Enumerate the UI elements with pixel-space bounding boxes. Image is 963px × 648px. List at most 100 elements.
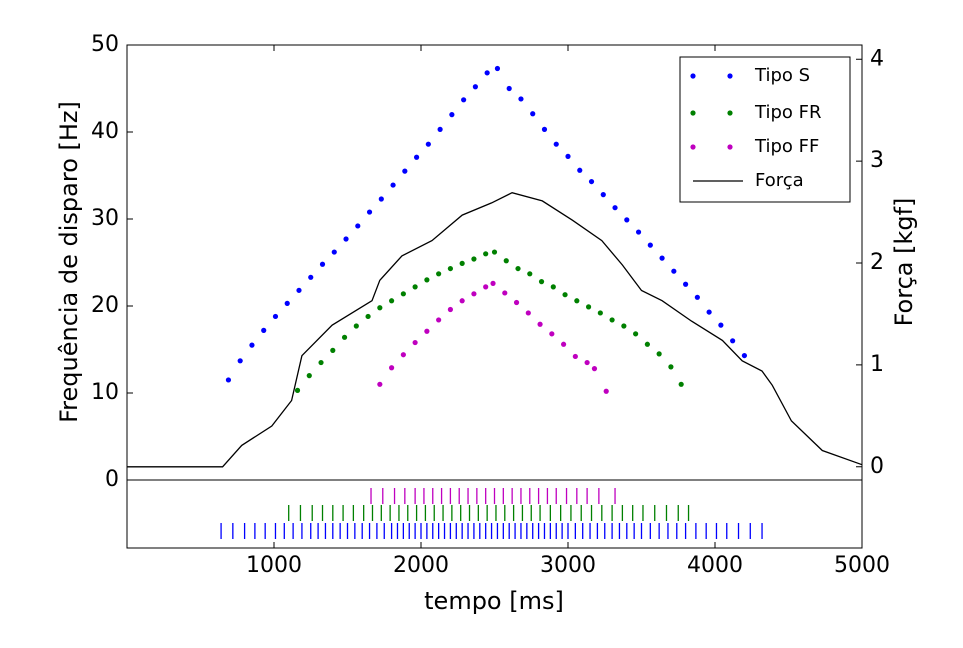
data-point <box>389 365 395 371</box>
data-point <box>378 196 384 202</box>
data-point <box>471 291 477 297</box>
data-point <box>447 306 453 313</box>
data-point <box>515 265 521 272</box>
force-line <box>127 192 863 468</box>
data-point <box>402 168 408 174</box>
data-point <box>425 141 431 147</box>
data-point <box>584 359 590 366</box>
data-point <box>506 85 512 92</box>
data-point <box>355 223 361 229</box>
data-point <box>538 279 545 285</box>
data-point <box>706 309 712 315</box>
data-point <box>603 388 609 394</box>
x-tick-label: 1000 <box>246 553 302 578</box>
y2-tick-label: 1 <box>870 352 884 377</box>
data-point <box>272 313 279 320</box>
data-point <box>436 271 442 277</box>
legend-label: Tipo FR <box>754 102 821 123</box>
data-point <box>525 310 531 316</box>
data-point <box>527 271 533 277</box>
y-axis-label: Frequência de disparo [Hz] <box>55 101 83 423</box>
data-point <box>503 258 509 264</box>
data-point <box>412 284 418 290</box>
data-point <box>437 126 443 132</box>
data-point <box>553 141 559 147</box>
x-tick-label: 3000 <box>540 553 596 578</box>
data-point <box>390 182 396 188</box>
data-point <box>656 351 662 357</box>
legend-marker <box>727 73 733 79</box>
data-point <box>621 323 627 329</box>
legend-label: Força <box>755 170 804 191</box>
x-axis-label: tempo [ms] <box>424 587 564 615</box>
data-point <box>741 352 748 359</box>
legend-label: Tipo S <box>754 65 810 86</box>
legend-marker <box>690 73 696 79</box>
data-point <box>261 327 267 333</box>
y2-axis-label: Força [kgf] <box>890 198 918 327</box>
data-point <box>377 381 383 387</box>
data-point <box>353 323 359 329</box>
y-tick-label: 10 <box>91 380 119 405</box>
y-tick-label: 30 <box>91 206 119 231</box>
data-point <box>550 284 556 290</box>
y-tick-label: 50 <box>91 32 119 57</box>
data-point <box>494 65 501 72</box>
data-point <box>549 331 555 337</box>
data-point <box>400 291 406 297</box>
data-point <box>343 236 349 242</box>
data-point <box>694 294 700 300</box>
x-tick-label: 4000 <box>687 553 743 578</box>
data-point <box>518 96 524 102</box>
x-tick-label: 2000 <box>393 553 449 578</box>
data-point <box>678 381 684 387</box>
data-point <box>572 353 578 360</box>
legend-marker <box>690 144 696 150</box>
data-point <box>319 261 326 267</box>
legend-marker <box>727 110 733 116</box>
data-point <box>412 339 418 346</box>
data-point <box>237 358 243 364</box>
raster-frame <box>126 479 863 549</box>
data-point <box>513 299 520 306</box>
data-point <box>377 305 383 311</box>
data-point <box>424 277 430 283</box>
data-point <box>296 287 302 293</box>
data-point <box>472 84 478 90</box>
data-point <box>306 373 312 379</box>
data-point <box>491 249 498 255</box>
data-point <box>424 328 430 334</box>
data-point <box>591 366 598 372</box>
data-point <box>671 268 677 274</box>
data-point <box>647 242 653 248</box>
data-point <box>284 300 290 306</box>
data-point <box>461 97 467 103</box>
data-point <box>459 298 465 304</box>
data-point <box>449 112 455 118</box>
data-point <box>633 331 639 337</box>
data-point <box>400 352 406 358</box>
data-point <box>600 192 606 198</box>
data-point <box>560 341 567 347</box>
data-point <box>490 280 496 286</box>
data-point <box>588 178 595 185</box>
y-tick-label: 40 <box>91 119 119 144</box>
y2-tick-label: 3 <box>870 148 884 173</box>
data-point <box>730 338 736 344</box>
data-point <box>585 304 592 310</box>
data-point <box>483 251 489 257</box>
data-point <box>530 111 536 117</box>
y2-tick-label: 4 <box>870 46 884 71</box>
legend-label: Tipo FF <box>754 136 819 157</box>
x-tick-label: 5000 <box>834 553 890 578</box>
data-point <box>562 292 568 298</box>
data-point <box>565 153 571 159</box>
data-point <box>471 256 477 262</box>
data-point <box>413 154 420 160</box>
data-point <box>447 265 453 272</box>
data-point <box>366 209 373 215</box>
data-point <box>341 334 348 340</box>
data-point <box>308 274 314 280</box>
data-point <box>609 317 615 323</box>
